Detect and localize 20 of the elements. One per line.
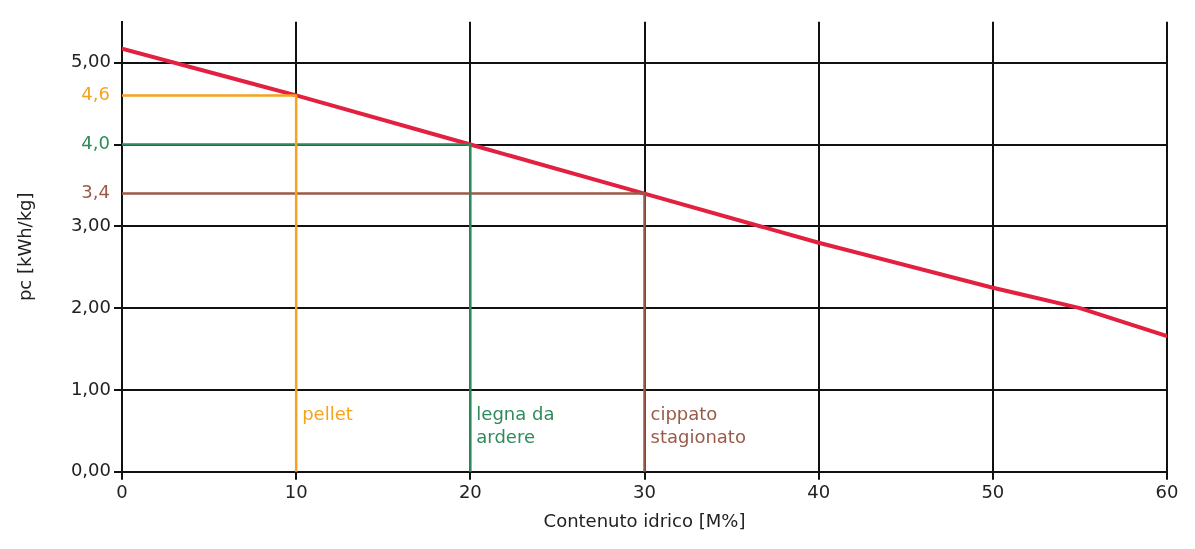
series-label: pellet xyxy=(302,403,353,425)
series-label: legna da ardere xyxy=(476,403,555,448)
x-tick-label: 0 xyxy=(116,481,128,503)
data-label: 3,4 xyxy=(81,181,110,203)
data-label: 4,6 xyxy=(81,83,110,105)
x-axis-title: Contenuto idrico [M%] xyxy=(543,509,746,531)
x-tick-label: 30 xyxy=(633,481,656,503)
y-tick-label: 1,00 xyxy=(70,377,111,399)
x-tick-label: 40 xyxy=(807,481,831,503)
y-axis-title: pc [kWh/kg] xyxy=(14,192,36,302)
series-label: cippato stagionato xyxy=(650,403,746,448)
x-tick-label: 60 xyxy=(1155,481,1179,503)
x-tick-label: 20 xyxy=(458,481,482,503)
y-tick-label: 0,00 xyxy=(70,459,111,481)
y-tick-label: 2,00 xyxy=(70,295,111,317)
y-tick-label: 3,00 xyxy=(70,214,111,236)
x-tick-label: 50 xyxy=(981,481,1005,503)
data-label: 4,0 xyxy=(81,132,110,154)
x-tick-label: 10 xyxy=(284,481,308,503)
y-tick-label: 5,00 xyxy=(70,50,111,72)
